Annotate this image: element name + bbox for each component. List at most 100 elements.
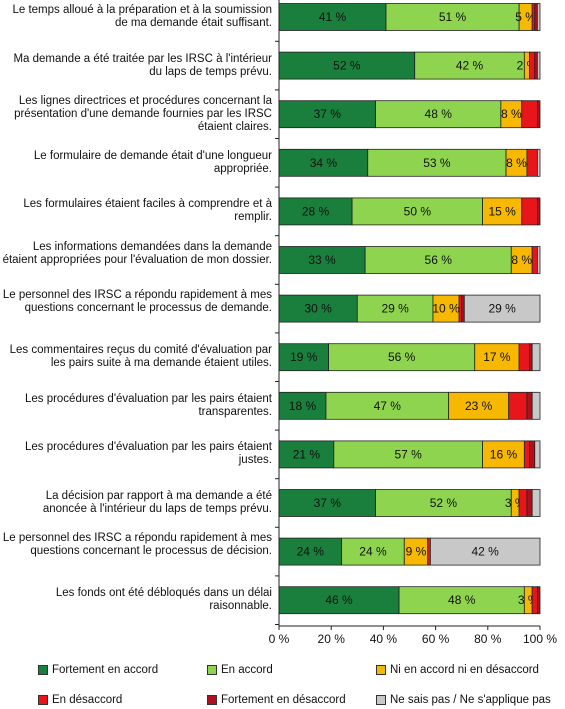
category-label: Les commentaires reçus du comité d'évalu… [9, 344, 272, 370]
legend-swatch [207, 695, 217, 705]
category-label: Le personnel des IRSC a répondu rapideme… [2, 289, 272, 315]
x-tick-label: 100 % [523, 632, 557, 646]
data-label: 37 % [314, 496, 342, 510]
data-label: 46 % [325, 593, 353, 607]
bar-segment [526, 489, 533, 517]
data-label: 37 % [314, 107, 342, 121]
legend-item: Ne sais pas / Ne s'applique pas [376, 694, 551, 706]
data-label: 56 % [388, 350, 416, 364]
legend-label: Ni en accord ni en désaccord [390, 664, 539, 676]
category-label: Ma demande a été traitée par les IRSC à … [13, 52, 272, 78]
bar-segment [463, 294, 541, 323]
bar-segment [518, 489, 528, 517]
bar-segment [278, 586, 400, 615]
category-label: Le personnel des IRSC a répondu rapideme… [2, 532, 272, 558]
category-label: Les procédures d'évaluation par les pair… [24, 392, 272, 418]
data-label: 10 % [432, 302, 460, 316]
bar-segment [521, 197, 538, 226]
data-label: 51 % [439, 10, 467, 24]
category-label: Le temps alloué à la préparation et à la… [12, 4, 272, 29]
bar-segment [351, 197, 483, 226]
data-label: 17 % [483, 350, 511, 364]
bar-segment [482, 197, 523, 226]
category-label: Les formulaires étaient faciles à compre… [23, 198, 272, 224]
data-label: 48 % [425, 107, 453, 121]
legend-swatch [38, 665, 48, 675]
legend-item: Fortement en désaccord [207, 694, 346, 706]
data-label: 9 % [406, 545, 427, 559]
bar-segment [278, 391, 327, 420]
bar-segment [518, 343, 530, 372]
data-label: 24 % [359, 545, 387, 559]
bar-segment [398, 586, 525, 615]
bar-segment [531, 586, 538, 615]
bar-segment [278, 440, 335, 469]
data-label: 33 % [308, 253, 336, 267]
data-label: 47 % [374, 399, 402, 413]
x-tick-label: 40 % [370, 632, 398, 646]
legend-label: Ne sais pas / Ne s'applique pas [390, 694, 551, 706]
x-tick-label: 80 % [474, 632, 502, 646]
category-label: Les informations demandées dans la deman… [2, 240, 272, 266]
x-tick-label: 20 % [318, 632, 346, 646]
legend-swatch [38, 695, 48, 705]
bar-segment [278, 148, 369, 177]
data-label: 23 % [465, 399, 493, 413]
bar-segment [278, 197, 353, 226]
data-label: 50 % [404, 204, 432, 218]
legend-item: En accord [207, 664, 273, 676]
bar-segment [482, 440, 525, 469]
data-label: 48 % [448, 593, 476, 607]
bar-segment [367, 148, 507, 177]
data-label: 8 % [511, 253, 532, 267]
data-label: 29 % [381, 302, 409, 316]
legend-item: Fortement en accord [38, 664, 158, 676]
bar-segment [364, 246, 512, 274]
bar-segment [385, 3, 520, 31]
bar-segment [531, 246, 538, 274]
data-label: 8 % [506, 156, 527, 170]
bar-segment [536, 100, 541, 129]
legend-label: Fortement en accord [52, 664, 159, 676]
bar-segment [508, 391, 528, 420]
data-label: 57 % [395, 447, 423, 461]
bar-segment [529, 440, 536, 469]
bar-segment [278, 537, 343, 566]
bar-segment [531, 343, 541, 372]
legend-swatch [207, 665, 217, 675]
data-label: 8 % [501, 107, 522, 121]
data-label: 30 % [304, 302, 332, 316]
category-label: Les procédures d'évaluation par les pair… [24, 441, 272, 467]
data-label: 28 % [302, 204, 330, 218]
bar-segment [521, 100, 538, 129]
legend-swatch [376, 695, 386, 705]
data-label: 16 % [490, 447, 518, 461]
category-label: Le formulaire de demande était d'une lon… [33, 149, 272, 175]
bar-segment [536, 246, 541, 274]
data-label: 42 % [472, 545, 500, 559]
bar-segment [414, 51, 525, 80]
bar-segment [531, 489, 541, 517]
bar-segment [526, 391, 533, 420]
bar-segment [278, 3, 387, 31]
data-label: 29 % [488, 302, 516, 316]
bar-segment [328, 343, 476, 372]
bar-segment [526, 148, 538, 177]
category-label: Les lignes directrices et procédures con… [14, 94, 272, 133]
legend-swatch [376, 665, 386, 675]
data-label: 52 % [333, 59, 361, 73]
bar-segment [375, 489, 512, 517]
bar-segment [429, 537, 541, 566]
bar-segment [432, 294, 460, 323]
bar-segment [333, 440, 483, 469]
category-label: La décision par rapport à ma demande a é… [42, 490, 272, 515]
data-label: 53 % [423, 156, 451, 170]
bar-segment [341, 537, 405, 566]
bar-segment [448, 391, 510, 420]
bar-segment [536, 148, 541, 177]
legend-item: Ni en accord ni en désaccord [376, 664, 539, 676]
legend-label: Fortement en désaccord [221, 694, 346, 706]
data-label: 15 % [488, 204, 516, 218]
bar-segment [356, 294, 434, 323]
data-label: 41 % [319, 10, 347, 24]
